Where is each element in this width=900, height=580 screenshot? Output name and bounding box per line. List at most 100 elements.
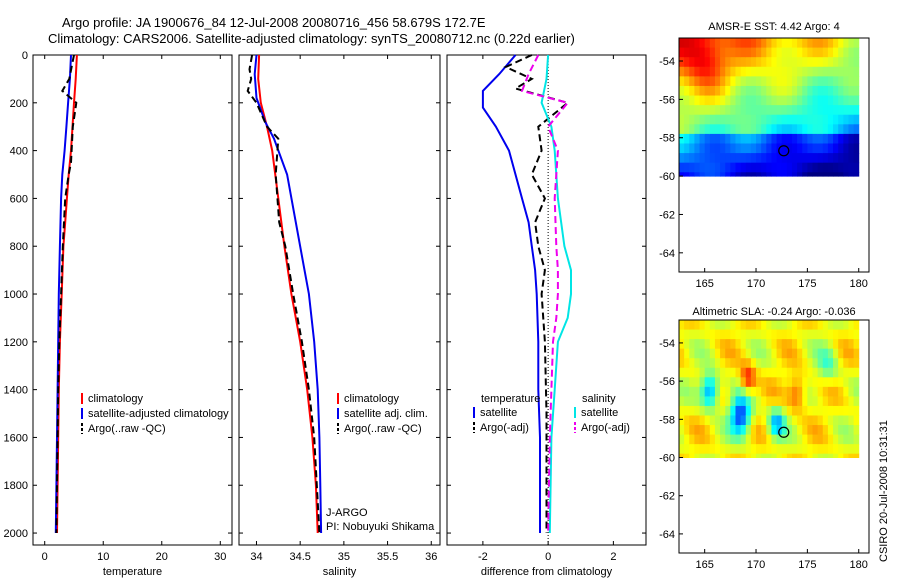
heatmap-cell <box>776 367 783 378</box>
heatmap-cell <box>684 172 690 177</box>
y-tick-label: 400 <box>10 146 28 158</box>
heatmap-cell <box>807 162 814 173</box>
heatmap-cell <box>822 114 829 125</box>
heatmap-cell <box>745 143 752 154</box>
x-tick-label: 2 <box>610 551 616 563</box>
x-tick-label: 170 <box>747 278 765 290</box>
heatmap-cell <box>756 172 762 177</box>
heatmap-cell <box>699 133 706 144</box>
heatmap-cell <box>771 339 778 350</box>
heatmap-cell <box>684 425 690 436</box>
heatmap-cell <box>833 453 839 459</box>
heatmap-cell <box>802 57 808 68</box>
heatmap-cell <box>679 320 685 331</box>
heatmap-cell <box>694 66 701 77</box>
heatmap-cell <box>797 358 803 369</box>
heatmap-cell <box>679 38 685 49</box>
heatmap-cell <box>709 38 716 49</box>
heatmap-cell <box>802 367 808 378</box>
heatmap-cell <box>714 348 721 359</box>
heatmap-cell <box>791 415 798 426</box>
heatmap-cell <box>740 396 747 407</box>
heatmap-cell <box>756 405 762 416</box>
heatmap-cell <box>756 377 762 388</box>
heatmap-cell <box>745 405 752 416</box>
heatmap-cell <box>838 339 844 350</box>
heatmap-cell <box>797 320 803 331</box>
heatmap-cell <box>797 453 803 459</box>
heatmap-cell <box>694 415 701 426</box>
heatmap-cell <box>791 172 798 177</box>
heatmap-cell <box>699 405 706 416</box>
heatmap-cell <box>807 444 814 455</box>
heatmap-cell <box>756 124 762 135</box>
title-line-2: Climatology: CARS2006. Satellite-adjuste… <box>48 31 575 46</box>
heatmap-cell <box>684 95 690 106</box>
heatmap-cell <box>761 85 767 97</box>
heatmap-cell <box>684 415 690 426</box>
heatmap-cell <box>684 348 690 359</box>
heatmap-cell <box>817 348 824 359</box>
heatmap-cell <box>730 434 736 445</box>
heatmap-cell <box>833 143 839 154</box>
heatmap-cell <box>817 377 824 388</box>
heatmap-cell <box>699 415 706 426</box>
heatmap-cell <box>797 386 803 397</box>
heatmap-cell <box>684 377 690 388</box>
heatmap-cell <box>704 114 711 125</box>
heatmap-cell <box>827 162 834 173</box>
heatmap-cell <box>694 105 701 116</box>
x-tick-label: 0 <box>42 551 48 563</box>
heatmap-cell <box>684 339 690 350</box>
heatmap-cell <box>689 105 695 116</box>
heatmap-cell <box>766 114 772 125</box>
heatmap-cell <box>833 425 839 436</box>
heatmap-cell <box>848 444 855 455</box>
heatmap-cell <box>822 105 829 116</box>
heatmap-cell <box>709 143 716 154</box>
x-tick-label: 34.5 <box>289 551 310 563</box>
heatmap-cell <box>699 38 706 49</box>
heatmap-cell <box>781 124 788 135</box>
heatmap-cell <box>817 396 824 407</box>
heatmap-cell <box>735 38 742 49</box>
heatmap-cell <box>827 320 834 331</box>
heatmap-cell <box>689 444 695 455</box>
heatmap-cell <box>730 320 736 331</box>
heatmap-cell <box>827 453 834 459</box>
heatmap-cell <box>838 38 844 49</box>
heatmap-cell <box>776 348 783 359</box>
heatmap-cell <box>802 396 808 407</box>
heatmap-cell <box>704 143 711 154</box>
heatmap-cell <box>679 76 685 87</box>
heatmap-cell <box>735 405 742 416</box>
heatmap-cell <box>761 76 767 87</box>
map-frame <box>678 37 870 273</box>
heatmap-cell <box>725 339 731 350</box>
map-title: AMSR-E SST: 4.42 Argo: 4 <box>708 21 839 33</box>
heatmap-cell <box>833 85 839 97</box>
heatmap-cell <box>838 444 844 455</box>
heatmap-cell <box>689 434 695 445</box>
heatmap-cell <box>740 453 747 459</box>
heatmap-cell <box>812 367 819 378</box>
heatmap-cell <box>740 348 747 359</box>
heatmap-cell <box>720 415 726 426</box>
heatmap-cell <box>740 425 747 436</box>
heatmap-cell <box>725 377 731 388</box>
y-tick-label: -58 <box>659 414 675 426</box>
heatmap-cell <box>843 57 849 68</box>
heatmap-cell <box>797 57 803 68</box>
heatmap-cell <box>848 358 855 369</box>
heatmap-cell <box>786 143 793 154</box>
heatmap-cell <box>802 95 808 106</box>
heatmap-cell <box>786 415 793 426</box>
heatmap-cell <box>689 386 695 397</box>
heatmap-cell <box>812 377 819 388</box>
heatmap-cell <box>853 38 860 49</box>
heatmap-cell <box>786 172 793 177</box>
heatmap-cell <box>843 162 849 173</box>
heatmap-cell <box>817 405 824 416</box>
heatmap-cell <box>766 124 772 135</box>
heatmap-cell <box>812 143 819 154</box>
